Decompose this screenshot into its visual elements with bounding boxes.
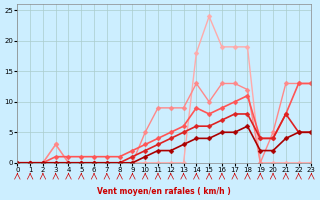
X-axis label: Vent moyen/en rafales ( km/h ): Vent moyen/en rafales ( km/h ) xyxy=(98,187,231,196)
